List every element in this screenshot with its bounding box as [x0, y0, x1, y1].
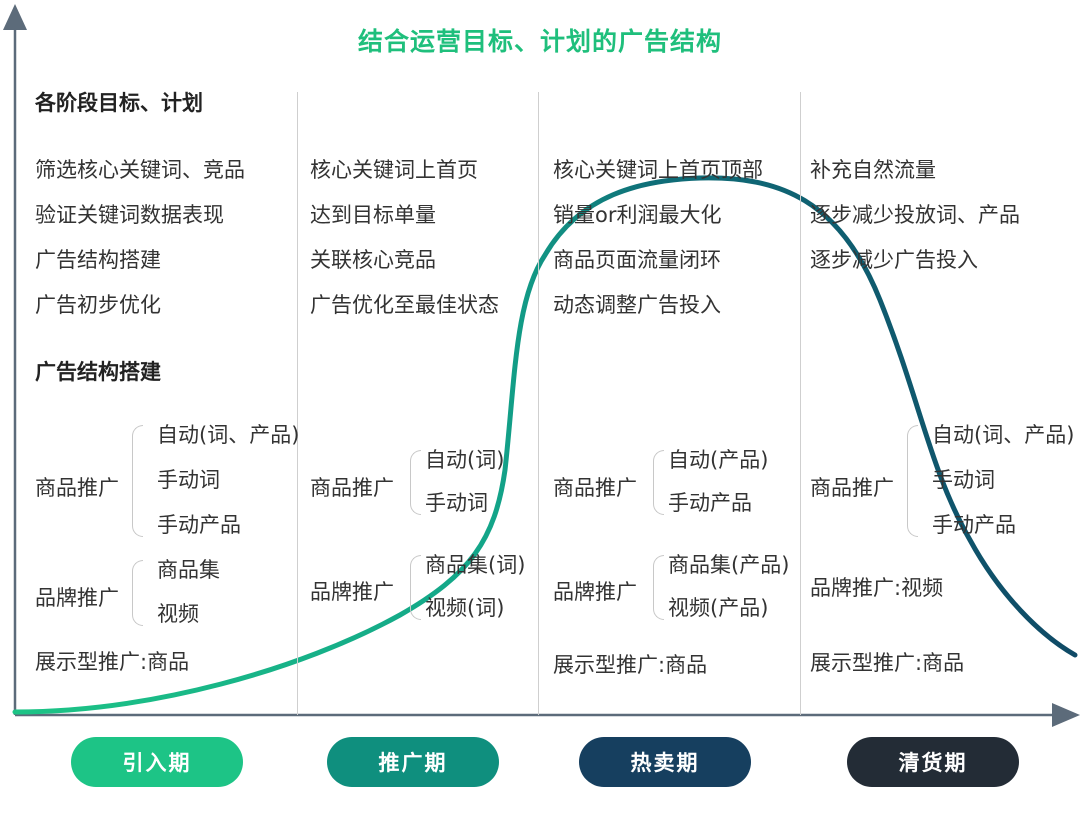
product-ads-item: 自动(词) [425, 448, 505, 472]
display-ads-label: 展示型推广:商品 [35, 650, 190, 674]
brand-ads-label: 品牌推广 [553, 580, 637, 604]
goal-item: 广告结构搭建 [35, 248, 161, 272]
goal-item: 广告优化至最佳状态 [310, 293, 499, 317]
x-axis-arrow-icon [1052, 703, 1080, 727]
bracket [132, 560, 143, 626]
bracket [653, 450, 664, 515]
bracket [132, 425, 143, 537]
stage-pill: 热卖期 [579, 737, 751, 787]
display-ads-label: 展示型推广:商品 [553, 653, 708, 677]
brand-ads-item: 商品集(产品) [668, 553, 790, 577]
goal-item: 逐步减少广告投入 [810, 248, 978, 272]
bracket [410, 450, 421, 515]
bracket [907, 425, 918, 537]
stage-pill: 清货期 [847, 737, 1019, 787]
structure-heading: 广告结构搭建 [35, 360, 161, 384]
brand-ads-item: 商品集 [157, 558, 220, 582]
brand-ads-item: 商品集(词) [425, 553, 526, 577]
stage-pill: 引入期 [71, 737, 243, 787]
y-axis-arrow-icon [3, 4, 27, 30]
bracket [653, 555, 664, 620]
product-ads-item: 手动词 [425, 491, 488, 515]
product-ads-label: 商品推广 [553, 476, 637, 500]
product-ads-item: 手动产品 [157, 513, 241, 537]
product-ads-item: 自动(产品) [668, 448, 769, 472]
brand-ads-label: 品牌推广 [35, 586, 119, 610]
product-ads-item: 手动产品 [668, 491, 752, 515]
goal-item: 动态调整广告投入 [553, 293, 721, 317]
column-divider [800, 92, 801, 715]
bracket [410, 555, 421, 620]
stage-pill: 推广期 [327, 737, 499, 787]
product-ads-label: 商品推广 [310, 476, 394, 500]
diagram-title: 结合运营目标、计划的广告结构 [357, 27, 722, 56]
goal-item: 核心关键词上首页 [310, 158, 478, 182]
brand-ads-item: 视频 [157, 602, 199, 626]
product-ads-item: 自动(词、产品) [932, 423, 1075, 447]
brand-ads-label: 品牌推广:视频 [810, 576, 944, 600]
product-ads-label: 商品推广 [810, 476, 894, 500]
goal-item: 筛选核心关键词、竞品 [35, 158, 245, 182]
product-ads-item: 自动(词、产品) [157, 423, 300, 447]
goals-heading: 各阶段目标、计划 [35, 91, 203, 115]
brand-ads-item: 视频(词) [425, 596, 505, 620]
product-ads-item: 手动产品 [932, 513, 1016, 537]
goal-item: 关联核心竞品 [310, 248, 436, 272]
goal-item: 广告初步优化 [35, 293, 161, 317]
goal-item: 达到目标单量 [310, 203, 436, 227]
brand-ads-item: 视频(产品) [668, 596, 769, 620]
brand-ads-label: 品牌推广 [310, 580, 394, 604]
product-ads-label: 商品推广 [35, 476, 119, 500]
column-divider [297, 92, 298, 715]
product-ads-item: 手动词 [932, 468, 995, 492]
goal-item: 补充自然流量 [810, 158, 936, 182]
goal-item: 逐步减少投放词、产品 [810, 203, 1020, 227]
display-ads-label: 展示型推广:商品 [810, 651, 965, 675]
goal-item: 验证关键词数据表现 [35, 203, 224, 227]
product-ads-item: 手动词 [157, 468, 220, 492]
goal-item: 商品页面流量闭环 [553, 248, 721, 272]
column-divider [538, 92, 539, 715]
goal-item: 核心关键词上首页顶部 [553, 158, 763, 182]
goal-item: 销量or利润最大化 [553, 203, 722, 227]
lifecycle-curve [12, 175, 1078, 715]
